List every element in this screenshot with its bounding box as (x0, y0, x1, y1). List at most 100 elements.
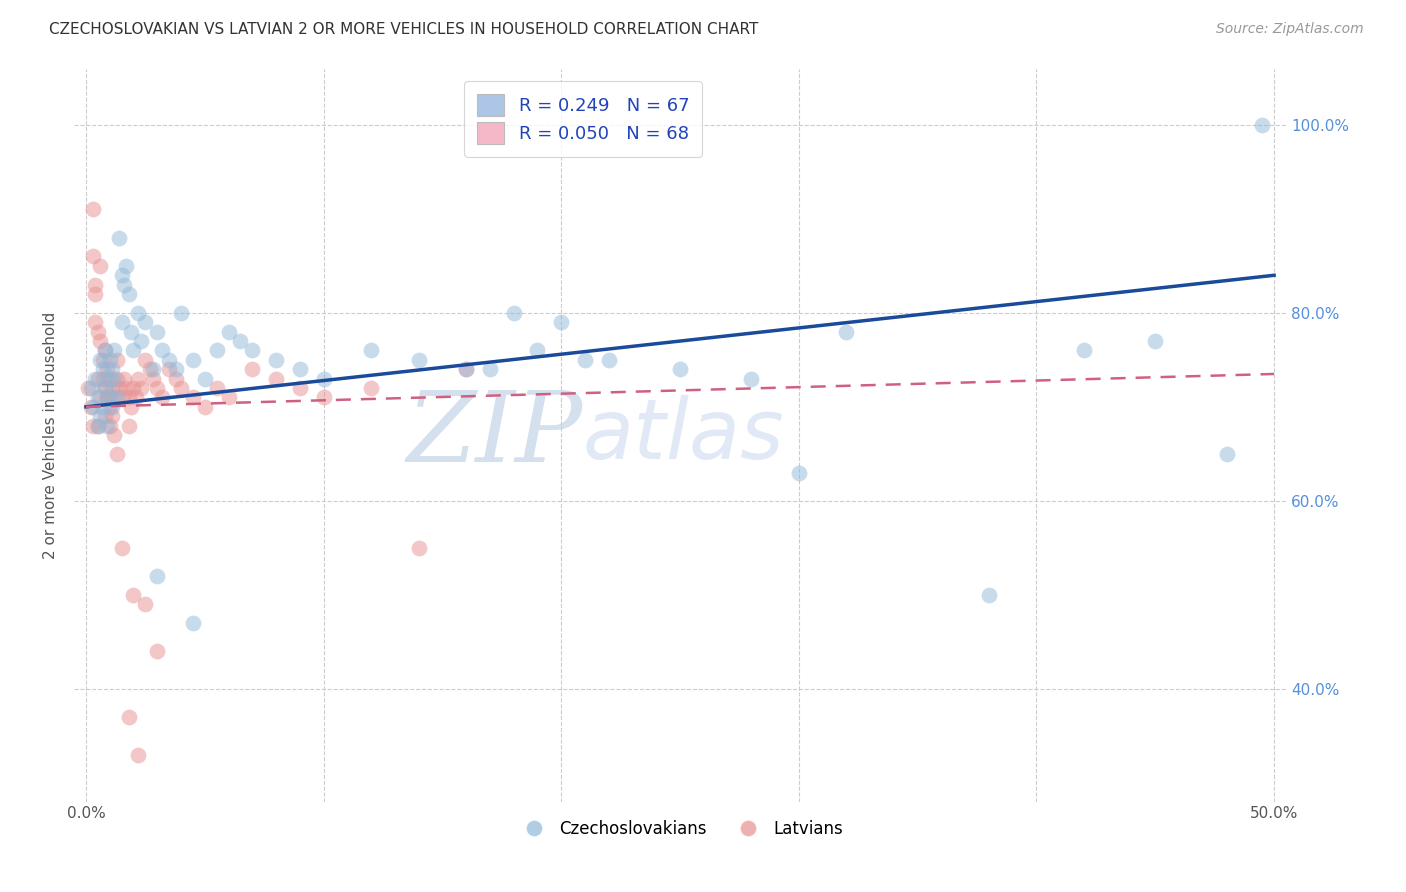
Point (146, 325, 169, 339)
Point (110, 268, 132, 283)
Point (194, 372, 217, 386)
Point (740, 372, 762, 386)
Point (89, 352, 111, 367)
Point (77, 381, 100, 395)
Text: Source: ZipAtlas.com: Source: ZipAtlas.com (1216, 22, 1364, 37)
Point (141, 362, 163, 376)
Point (408, 352, 430, 367)
Point (218, 325, 240, 339)
Point (129, 381, 152, 395)
Point (89, 391, 111, 405)
Point (240, 343, 263, 358)
Point (91, 400, 114, 414)
Point (87, 418, 110, 433)
Point (835, 325, 858, 339)
Point (96, 391, 118, 405)
Point (105, 352, 128, 367)
Point (157, 362, 180, 376)
Point (127, 306, 149, 320)
Point (101, 400, 124, 414)
Point (360, 381, 382, 395)
Point (118, 391, 141, 405)
Y-axis label: 2 or more Vehicles in Household: 2 or more Vehicles in Household (44, 311, 58, 558)
Point (181, 391, 204, 405)
Point (87, 391, 110, 405)
Point (165, 372, 187, 386)
Point (165, 362, 187, 376)
Point (205, 381, 228, 395)
Point (87, 372, 110, 386)
Point (105, 391, 128, 405)
Point (110, 391, 132, 405)
Point (181, 615, 204, 630)
Text: atlas: atlas (583, 394, 785, 475)
Point (312, 372, 335, 386)
Point (122, 588, 145, 602)
Point (96, 391, 118, 405)
Point (101, 381, 124, 395)
Point (94, 381, 117, 395)
Point (80, 381, 103, 395)
Point (91, 372, 114, 386)
Point (478, 362, 501, 376)
Point (264, 372, 287, 386)
Point (129, 334, 152, 348)
Point (194, 400, 217, 414)
Point (91, 362, 114, 376)
Point (146, 569, 169, 583)
Point (312, 391, 335, 405)
Point (141, 372, 163, 386)
Point (157, 352, 180, 367)
Point (94, 381, 117, 395)
Point (229, 334, 252, 348)
Point (84, 277, 107, 292)
Point (122, 343, 145, 358)
Point (94, 343, 117, 358)
Point (105, 447, 128, 461)
Point (125, 391, 148, 405)
Point (98, 418, 121, 433)
Point (96, 362, 118, 376)
Point (94, 409, 117, 424)
Point (146, 644, 169, 658)
Point (134, 597, 156, 611)
Point (120, 325, 142, 339)
Point (82, 400, 104, 414)
Point (115, 381, 138, 395)
Point (408, 541, 430, 555)
Text: ZIP: ZIP (406, 387, 583, 483)
Point (82, 250, 104, 264)
Point (181, 352, 204, 367)
Point (105, 372, 128, 386)
Point (288, 381, 311, 395)
Point (205, 343, 228, 358)
Point (1215, 447, 1237, 461)
Point (134, 315, 156, 329)
Point (98, 391, 121, 405)
Point (240, 362, 263, 376)
Point (84, 372, 107, 386)
Point (108, 230, 131, 244)
Point (122, 381, 145, 395)
Point (98, 352, 121, 367)
Point (101, 362, 124, 376)
Point (103, 372, 125, 386)
Point (787, 466, 810, 480)
Point (82, 202, 104, 217)
Point (146, 381, 169, 395)
Point (110, 315, 132, 329)
Point (94, 343, 117, 358)
Point (103, 428, 125, 442)
Text: CZECHOSLOVAKIAN VS LATVIAN 2 OR MORE VEHICLES IN HOUSEHOLD CORRELATION CHART: CZECHOSLOVAKIAN VS LATVIAN 2 OR MORE VEH… (49, 22, 759, 37)
Point (127, 747, 149, 762)
Point (170, 381, 193, 395)
Point (170, 306, 193, 320)
Point (98, 372, 121, 386)
Point (456, 362, 478, 376)
Point (526, 343, 548, 358)
Point (87, 325, 110, 339)
Point (118, 418, 141, 433)
Point (150, 391, 173, 405)
Point (80, 400, 103, 414)
Point (1144, 334, 1167, 348)
